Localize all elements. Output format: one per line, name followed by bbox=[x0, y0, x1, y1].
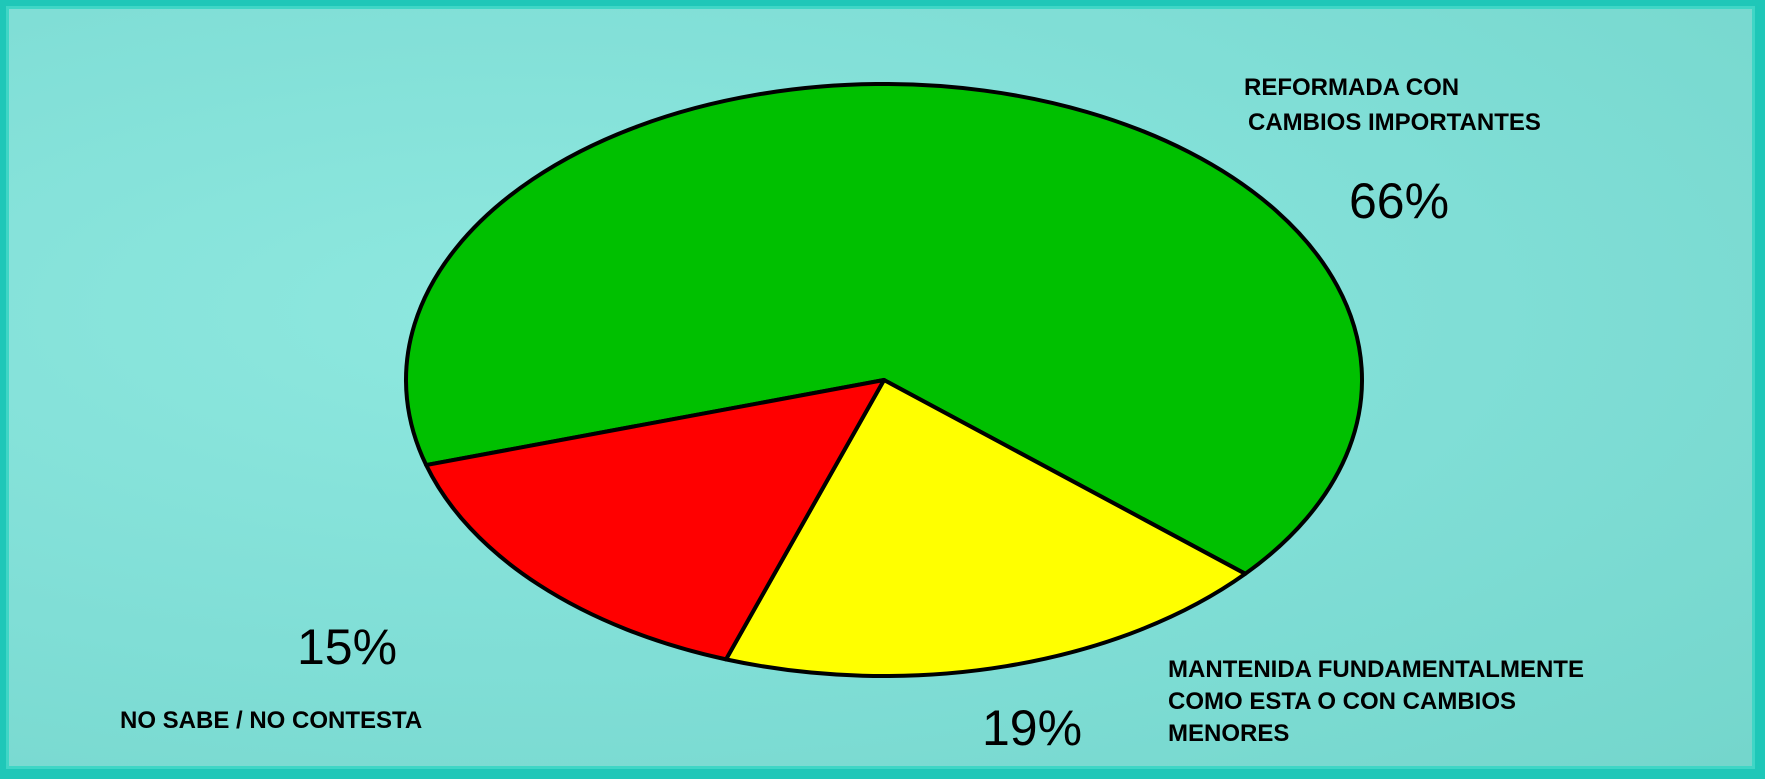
slice-no-sabe bbox=[424, 378, 886, 662]
pie-labels: REFORMADA CON CAMBIOS IMPORTANTES MANTEN… bbox=[120, 74, 1591, 756]
slice-value-no-sabe: 15% bbox=[297, 619, 397, 675]
slice-value-reformada: 66% bbox=[1349, 173, 1449, 229]
slice-mantenida bbox=[724, 378, 1248, 678]
slice-label-no-sabe: NO SABE / NO CONTESTA bbox=[120, 707, 422, 734]
slice-label-mantenida: MANTENIDA FUNDAMENTALMENTE COMO ESTA O C… bbox=[1168, 656, 1591, 747]
pie-chart: REFORMADA CON CAMBIOS IMPORTANTES MANTEN… bbox=[120, 74, 1591, 756]
slice-value-mantenida: 19% bbox=[982, 700, 1082, 756]
chart-frame: REFORMADA CON CAMBIOS IMPORTANTES MANTEN… bbox=[6, 6, 1755, 769]
slice-label-reformada: REFORMADA CON CAMBIOS IMPORTANTES bbox=[1244, 74, 1541, 136]
pie-slices bbox=[404, 82, 1364, 678]
slice-reformada bbox=[404, 82, 1364, 576]
